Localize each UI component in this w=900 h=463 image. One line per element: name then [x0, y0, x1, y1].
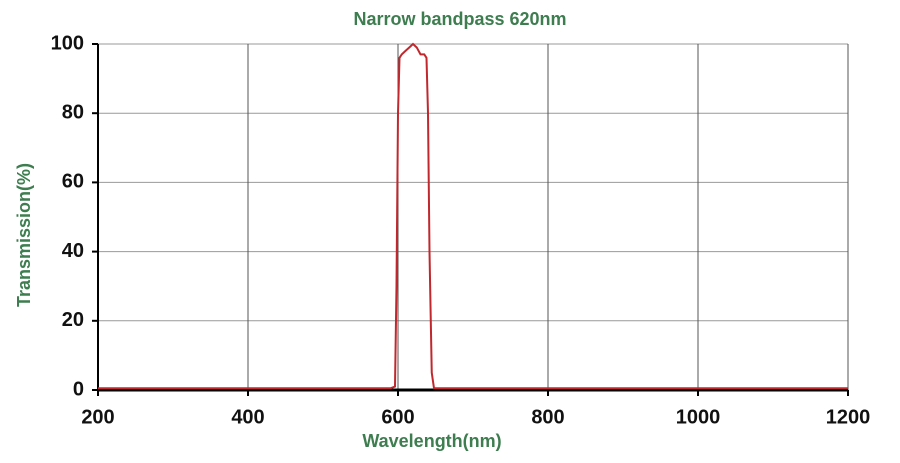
x-tick-label: 1000: [676, 406, 721, 428]
y-tick-label: 100: [51, 32, 84, 54]
y-tick-label: 60: [62, 171, 84, 193]
x-tick-label: 600: [381, 406, 414, 428]
chart-title: Narrow bandpass 620nm: [353, 9, 566, 29]
x-tick-label: 1200: [826, 406, 871, 428]
x-tick-label: 200: [81, 406, 114, 428]
x-tick-label: 400: [231, 406, 264, 428]
y-tick-label: 40: [62, 240, 84, 262]
x-axis-label: Wavelength(nm): [362, 431, 501, 451]
x-tick-label: 800: [531, 406, 564, 428]
y-tick-label: 0: [73, 378, 84, 400]
data-line: [98, 42, 848, 390]
y-tick-label: 80: [62, 101, 84, 123]
y-axis-label: Transmission(%): [14, 163, 34, 307]
y-tick-label: 20: [62, 309, 84, 331]
